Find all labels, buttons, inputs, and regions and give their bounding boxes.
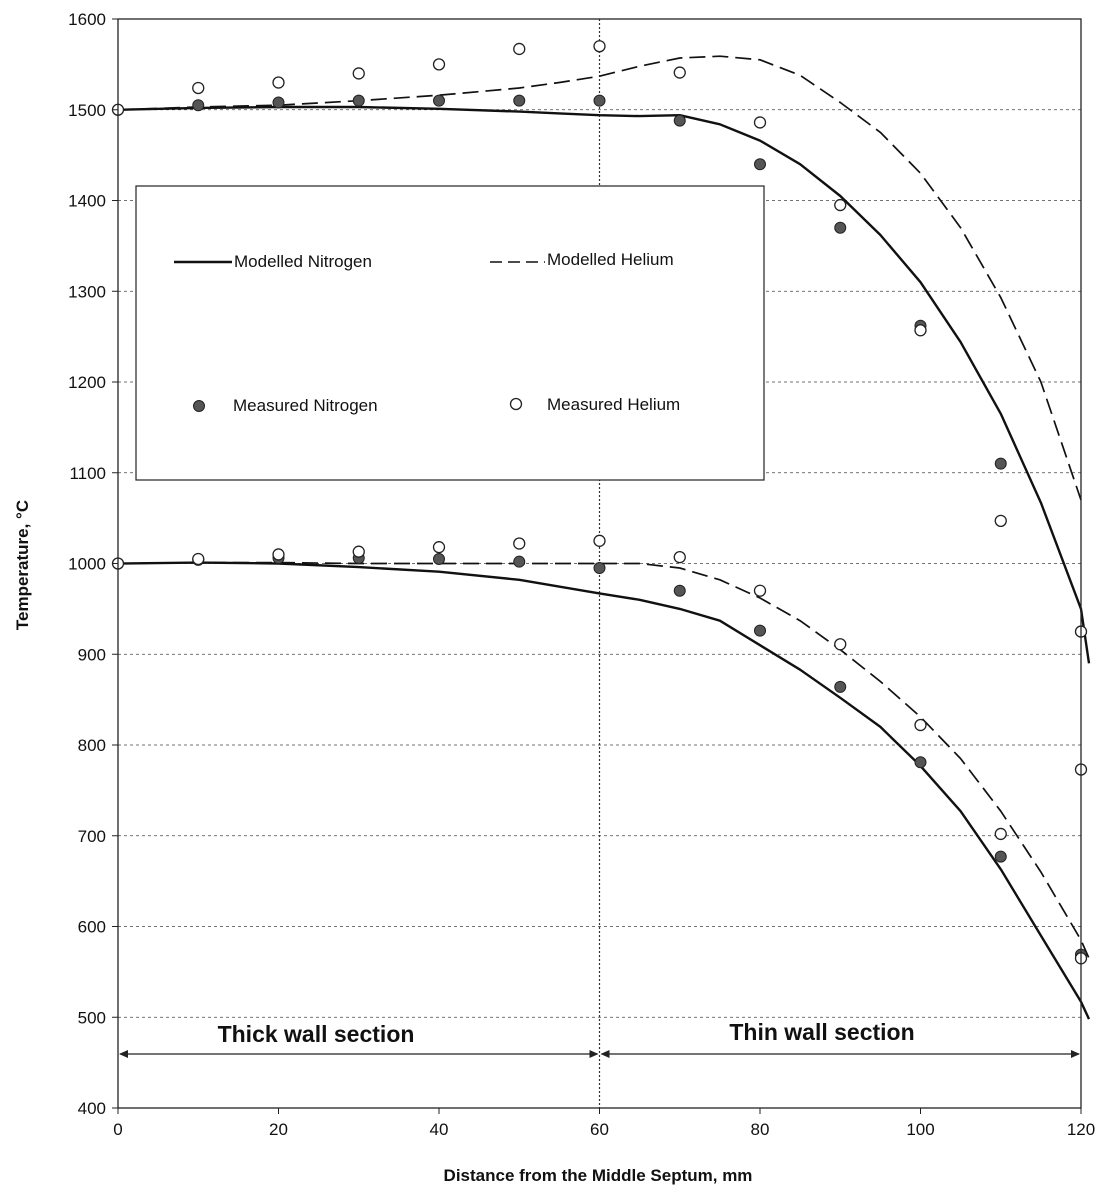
thin-wall-section-label: Thin wall section [729,1019,914,1045]
measured-helium-point [192,81,205,95]
arrowhead-mid-left [589,1050,599,1058]
measured-helium-point [352,545,365,558]
model-curves [117,55,1091,1020]
measured-nitrogen-point [513,94,526,107]
measured-nitrogen-point [433,94,445,107]
measured-nitrogen-point [673,114,686,127]
legend-box [135,185,765,481]
y-axis-title: Temperature, °C [13,500,32,630]
modelled-nitrogen-curve [117,561,1091,1020]
legend: Modelled Nitrogen Modelled Helium Measur… [135,185,765,481]
measured-nitrogen-point [513,555,526,568]
modelled-nitrogen-curve [117,105,1091,664]
measured-helium-point [673,550,686,564]
x-tick-label: 60 [590,1120,609,1139]
measured-nitrogen-point [433,552,445,565]
measured-helium-point [914,718,927,732]
y-tick-label: 800 [78,736,106,755]
y-tick-label: 700 [78,827,106,846]
y-tick-label: 600 [78,918,106,937]
y-tick-label: 1400 [68,192,106,211]
legend-swatch-measured-nitrogen [193,400,205,412]
arrowhead-left [119,1050,128,1058]
measured-nitrogen-point [914,756,927,769]
measured-nitrogen-point [673,584,686,597]
arrowhead-right [1071,1050,1080,1058]
measured-helium-point [994,827,1007,841]
legend-label-measured-nitrogen: Measured Nitrogen [233,396,378,415]
measured-helium-point [432,541,446,554]
measured-helium-point [834,198,847,212]
legend-label-modelled-helium: Modelled Helium [547,250,674,269]
measured-helium-point [593,534,606,547]
legend-label-modelled-nitrogen: Modelled Nitrogen [234,252,372,271]
y-tick-label: 1000 [68,555,106,574]
measured-helium-point [432,58,446,71]
measured-helium-point [272,76,285,89]
measured-nitrogen-point [834,680,847,693]
x-tick-label: 120 [1067,1120,1095,1139]
x-tick-label: 20 [269,1120,288,1139]
measured-helium-point [513,42,526,56]
measured-nitrogen-point [754,158,766,171]
thick-wall-section-label: Thick wall section [218,1021,415,1047]
measured-helium-point [192,552,205,566]
x-tick-label: 100 [906,1120,934,1139]
measured-nitrogen-point [272,96,285,109]
x-tick-label: 80 [751,1120,770,1139]
measured-nitrogen-point [192,99,205,112]
measured-nitrogen-point [352,94,365,107]
y-tick-label: 500 [78,1008,106,1027]
measured-nitrogen-point [754,624,766,637]
y-tick-label: 400 [78,1099,106,1118]
measured-helium-point [513,537,526,550]
y-tick-label: 1600 [68,10,106,29]
measured-nitrogen-point [834,221,847,234]
y-tick-label: 1300 [68,282,106,301]
measured-helium-point [753,584,767,597]
measured-nitrogen-point [593,562,606,575]
modelled-helium-curve [117,55,1082,501]
measured-helium-point [753,116,767,129]
measured-helium-point [593,40,606,53]
x-tick-label: 0 [113,1120,122,1139]
measured-helium-point [834,638,847,651]
measured-nitrogen-point [994,850,1007,863]
measured-helium-point [272,548,285,561]
section-annotations: Thick wall section Thin wall section [119,1019,1080,1058]
y-tick-label: 1500 [68,101,106,120]
y-tick-label: 1200 [68,373,106,392]
measured-helium-point [673,66,686,79]
measured-nitrogen-point [593,94,606,107]
axes: 4005006007008009001000110012001300140015… [68,10,1095,1139]
x-tick-label: 40 [430,1120,449,1139]
measured-helium-point [352,67,365,80]
measured-helium-point [994,514,1007,527]
measured-nitrogen-point [994,457,1007,470]
y-tick-label: 900 [78,645,106,664]
y-tick-label: 1100 [69,464,106,483]
modelled-helium-curve [117,561,1090,959]
measured-helium-point [914,324,927,337]
x-axis-title: Distance from the Middle Septum, mm [444,1166,753,1185]
arrowhead-mid-right [600,1050,610,1058]
legend-swatch-measured-helium [509,397,523,411]
legend-label-measured-helium: Measured Helium [547,395,680,414]
